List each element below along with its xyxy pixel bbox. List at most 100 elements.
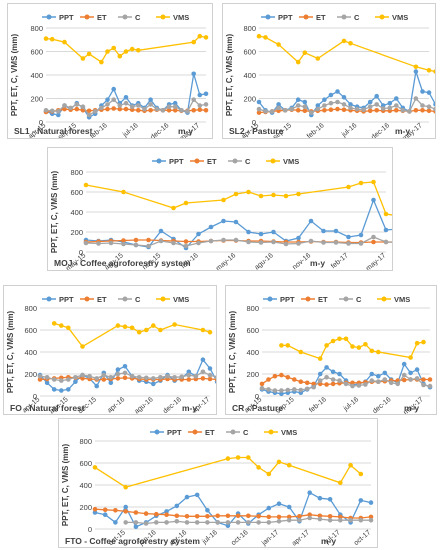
data-point-ppt xyxy=(194,492,200,498)
data-point-c xyxy=(200,369,206,375)
x-axis-label: m-y xyxy=(321,536,336,546)
data-point-ppt xyxy=(317,495,323,501)
data-point-et xyxy=(154,511,159,517)
data-point-c xyxy=(413,96,419,101)
y-tick-label: 200 xyxy=(24,370,37,379)
data-point-ppt xyxy=(408,370,413,376)
data-point-vms xyxy=(122,324,128,329)
data-point-et xyxy=(148,108,153,113)
data-point-vms xyxy=(350,344,355,349)
data-point-ppt xyxy=(307,490,312,495)
data-point-c xyxy=(382,377,388,382)
data-point-vms xyxy=(111,45,116,51)
data-point-c xyxy=(322,103,327,108)
data-point-c xyxy=(196,240,201,246)
x-tick-label: agu-16 xyxy=(133,396,154,414)
data-point-ppt xyxy=(108,380,114,386)
data-point-et xyxy=(371,239,376,245)
chart-title: SL2 - Pasture xyxy=(229,126,284,136)
data-point-ppt xyxy=(246,229,251,235)
legend-marker-ppt xyxy=(156,158,162,164)
legend-marker-vms xyxy=(379,14,385,20)
data-point-c xyxy=(374,102,379,107)
data-point-ppt xyxy=(358,232,364,238)
data-point-vms xyxy=(258,193,264,199)
legend-label-et: ET xyxy=(318,295,328,304)
data-point-c xyxy=(269,109,275,114)
data-point-ppt xyxy=(383,227,389,233)
data-point-et xyxy=(317,513,323,519)
y-tick-label: 200 xyxy=(30,95,43,104)
data-point-vms xyxy=(191,39,196,45)
data-point-vms xyxy=(317,356,323,361)
data-point-et xyxy=(401,377,407,383)
data-point-et xyxy=(426,108,432,114)
data-point-vms xyxy=(383,211,389,217)
data-point-et xyxy=(420,108,425,113)
data-point-c xyxy=(394,103,399,108)
data-point-ppt xyxy=(433,102,435,107)
legend-label-et: ET xyxy=(97,13,107,22)
legend-label-et: ET xyxy=(97,295,107,304)
data-point-c xyxy=(142,106,147,112)
data-point-vms xyxy=(285,343,291,348)
data-point-ppt xyxy=(184,494,190,500)
data-point-et xyxy=(350,380,355,386)
data-point-ppt xyxy=(200,357,206,362)
data-point-c xyxy=(207,372,213,378)
data-point-vms xyxy=(123,484,128,490)
data-point-vms xyxy=(263,35,268,40)
data-point-c xyxy=(337,378,342,383)
series-line-vms xyxy=(281,338,424,360)
data-point-ppt xyxy=(44,380,50,386)
data-point-c xyxy=(408,377,413,382)
series-line-vms xyxy=(45,35,207,64)
data-point-ppt xyxy=(279,391,284,397)
data-point-ppt xyxy=(151,381,156,387)
y-tick-label: 400 xyxy=(79,481,92,490)
data-point-c xyxy=(133,520,139,525)
data-point-et xyxy=(225,513,231,519)
legend-marker-c xyxy=(122,14,128,20)
data-point-c xyxy=(51,377,57,382)
data-point-ppt xyxy=(122,364,128,369)
data-point-et xyxy=(123,509,128,514)
data-point-c xyxy=(179,374,184,380)
y-tick-label: 400 xyxy=(246,348,259,357)
data-point-c xyxy=(197,103,203,108)
data-point-c xyxy=(183,243,189,249)
data-point-vms xyxy=(172,322,177,327)
data-point-c xyxy=(205,520,210,525)
y-axis-label: PPT, ET, C, VMS (mm) xyxy=(50,171,59,254)
data-point-et xyxy=(304,380,310,386)
data-point-vms xyxy=(80,344,85,349)
data-point-ppt xyxy=(337,371,342,377)
y-axis-label: PPT, ET, C, VMS (mm) xyxy=(10,34,19,117)
legend-marker-et xyxy=(192,429,198,435)
legend-marker-et xyxy=(84,296,90,302)
data-point-et xyxy=(136,108,141,113)
data-point-c xyxy=(309,110,314,115)
data-point-ppt xyxy=(172,100,178,106)
legend-marker-et xyxy=(194,158,200,164)
data-point-ppt xyxy=(369,371,375,377)
legend-label-vms: VMS xyxy=(392,13,408,22)
data-point-c xyxy=(108,240,114,246)
data-point-ppt xyxy=(327,497,333,502)
data-point-c xyxy=(282,108,288,113)
x-tick-label: feb-17 xyxy=(330,252,350,270)
data-point-c xyxy=(129,373,135,379)
data-point-c xyxy=(62,103,67,108)
data-point-ppt xyxy=(413,69,419,74)
data-point-c xyxy=(166,104,172,109)
data-point-c xyxy=(68,105,73,111)
data-point-ppt xyxy=(420,89,425,94)
data-point-et xyxy=(272,373,278,379)
data-point-c xyxy=(83,240,89,246)
data-point-vms xyxy=(295,59,301,65)
legend-label-ppt: PPT xyxy=(278,13,293,22)
data-point-c xyxy=(115,371,121,377)
data-point-ppt xyxy=(315,103,321,108)
data-point-vms xyxy=(276,42,281,47)
x-tick-label: oct-17 xyxy=(353,529,372,547)
